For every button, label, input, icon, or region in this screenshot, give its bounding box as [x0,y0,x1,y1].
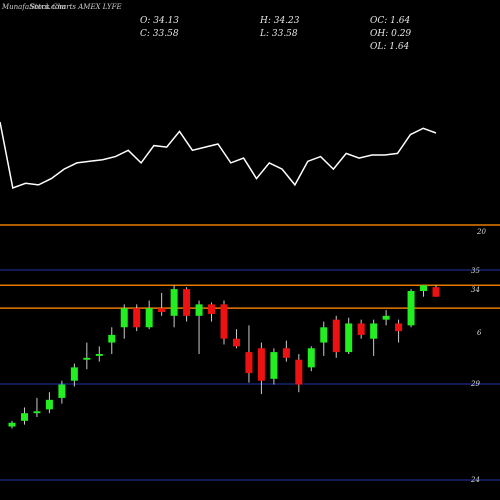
candle-up [108,334,116,343]
high-value: H: 34.23 [260,16,300,26]
upper-axis-label: 20 [477,228,486,236]
candle-up [345,323,353,353]
candle-down [133,308,141,328]
open-value: O: 34.13 [140,16,180,26]
ol-value: OL: 1.64 [370,42,410,52]
candle-up [83,357,91,360]
candle-up [33,411,41,414]
candle-up [145,308,153,328]
candle-down [208,304,216,314]
candle-up [307,348,315,368]
axis-label-4: 29 [471,380,480,388]
candle-up [45,399,53,410]
close-value: C: 33.58 [140,29,179,39]
candle-up [8,422,16,427]
watermark: MunafaSutra.com [2,3,66,11]
candle-down [332,319,340,353]
candle-up [170,289,178,316]
candle-down [220,304,228,339]
candle-down [245,352,253,374]
candle-down [257,348,265,381]
candle-up [270,352,278,379]
axis-label-2: 34 [471,286,480,294]
candle-down [357,323,365,335]
candle-up [95,354,103,356]
candle-down [432,287,440,297]
axis-label-1: 35 [471,267,480,275]
candle-down [183,289,191,316]
candle-down [232,338,240,347]
candle-up [195,304,203,316]
candle-up [407,291,415,326]
oh-value: OH: 0.29 [370,29,412,39]
low-value: L: 33.58 [260,29,298,39]
candle-down [395,323,403,332]
candle-down [282,348,290,358]
candle-up [58,384,66,398]
candle-up [370,323,378,339]
candle-up [120,308,128,328]
candle-up [320,327,328,343]
candle-up [382,315,390,320]
price-line [0,121,437,190]
candle-up [20,413,28,421]
candle-down [158,308,166,312]
chart-title: Stock Charts AMEX LYFE [30,3,122,11]
axis-label-3: 6 [477,329,482,337]
oc-value: OC: 1.64 [370,16,411,26]
candle-up [70,367,78,381]
axis-label-5: 24 [471,476,480,484]
candle-up [420,285,428,291]
candle-down [295,359,303,385]
